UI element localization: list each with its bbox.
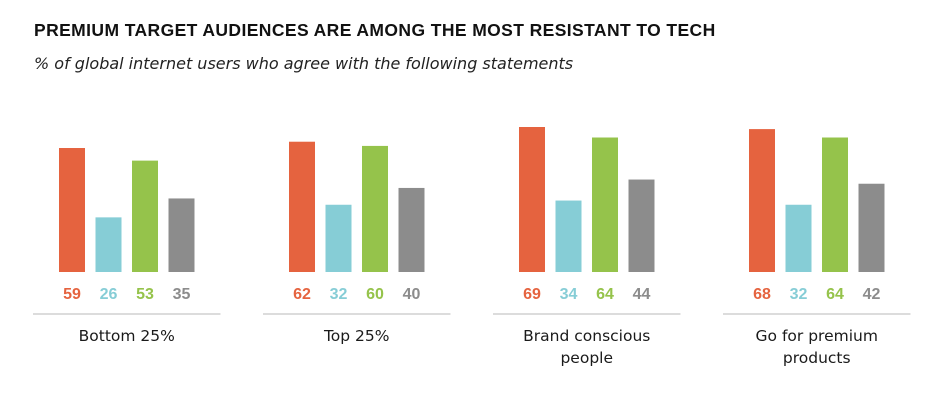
category-label-3-line-0: Go for premium bbox=[756, 327, 878, 345]
value-label-g3-s2: 64 bbox=[826, 286, 844, 303]
value-label-g3-s1: 32 bbox=[790, 286, 808, 303]
category-label-3-line-1: products bbox=[783, 349, 851, 367]
bar-g0-s3 bbox=[168, 198, 195, 272]
value-label-g2-s2: 64 bbox=[596, 286, 614, 303]
value-label-g0-s1: 26 bbox=[100, 286, 118, 303]
category-label-2-line-0: Brand conscious bbox=[523, 327, 650, 345]
value-label-g0-s3: 35 bbox=[173, 286, 191, 303]
bar-g3-s0 bbox=[749, 129, 775, 272]
category-label-0-line-0: Bottom 25% bbox=[79, 327, 175, 345]
value-label-g1-s1: 32 bbox=[330, 286, 348, 303]
bar-g0-s1 bbox=[95, 217, 122, 272]
value-label-g2-s3: 44 bbox=[633, 286, 651, 303]
bar-g2-s3 bbox=[628, 179, 655, 272]
value-label-g2-s0: 69 bbox=[523, 286, 541, 303]
bar-g0-s0 bbox=[59, 148, 85, 272]
value-label-g3-s3: 42 bbox=[863, 286, 881, 303]
value-labels-layer: 59 26 53 35 62 32 60 40 69 34 64 44 68 32 64 42 bbox=[63, 286, 880, 303]
value-label-g1-s3: 40 bbox=[403, 286, 421, 303]
bar-g1-s1 bbox=[325, 204, 352, 272]
bars-layer bbox=[59, 127, 885, 272]
bar-g3-s1 bbox=[785, 204, 812, 272]
value-label-g3-s0: 68 bbox=[753, 286, 771, 303]
bar-g2-s2 bbox=[592, 137, 618, 272]
value-label-g2-s1: 34 bbox=[560, 286, 578, 303]
chart-title: PREMIUM TARGET AUDIENCES ARE AMONG THE M… bbox=[34, 20, 716, 40]
bar-g2-s0 bbox=[519, 127, 545, 272]
value-label-g1-s2: 60 bbox=[366, 286, 384, 303]
bar-g3-s2 bbox=[822, 137, 848, 272]
bar-g1-s3 bbox=[398, 187, 425, 272]
chart-subtitle: % of global internet users who agree wit… bbox=[34, 54, 574, 73]
value-label-g0-s2: 53 bbox=[136, 286, 154, 303]
value-label-g0-s0: 59 bbox=[63, 286, 81, 303]
category-label-1-line-0: Top 25% bbox=[323, 327, 390, 345]
bar-g1-s0 bbox=[289, 141, 315, 272]
category-labels-layer: Bottom 25% Top 25% Brand conscious people Go… bbox=[33, 313, 911, 367]
bar-g0-s2 bbox=[132, 160, 158, 272]
bar-g2-s1 bbox=[555, 200, 582, 272]
value-label-g1-s0: 62 bbox=[293, 286, 311, 303]
bar-g3-s3 bbox=[858, 183, 885, 272]
bar-g1-s2 bbox=[362, 145, 388, 272]
category-label-2-line-1: people bbox=[560, 349, 613, 367]
